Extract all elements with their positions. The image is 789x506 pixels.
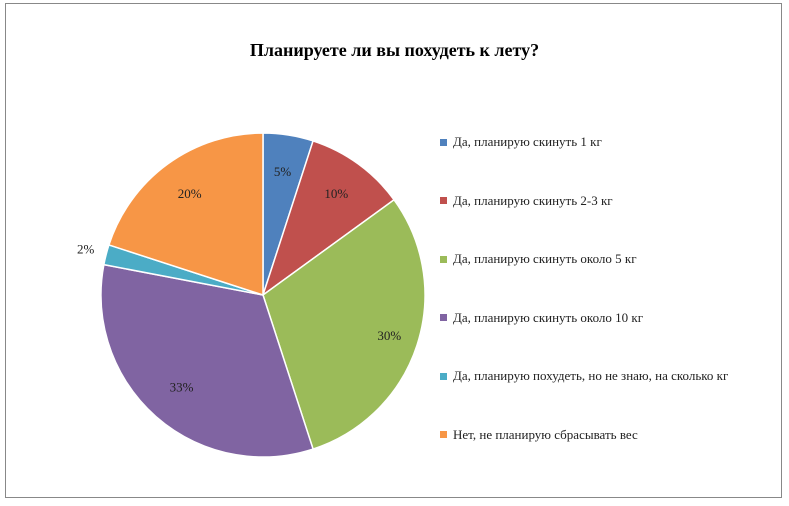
legend-label-1: Да, планирую скинуть 2-3 кг: [453, 192, 613, 208]
legend-label-5: Нет, не планирую сбрасывать вес: [453, 426, 638, 442]
slice-value-label-5: 20%: [178, 186, 202, 201]
slice-value-label-1: 10%: [324, 186, 348, 201]
legend-swatch-5: [440, 431, 447, 438]
slice-value-label-2: 30%: [377, 328, 401, 343]
legend-label-4: Да, планирую похудеть, но не знаю, на ск…: [453, 368, 729, 383]
slice-value-label-0: 5%: [274, 164, 292, 179]
legend-item-4: Да, планирую похудеть, но не знаю, на ск…: [440, 367, 728, 385]
legend-swatch-4: [440, 372, 447, 380]
legend-swatch-3: [440, 314, 447, 321]
legend-item-1: Да, планирую скинуть 2-3 кг: [440, 192, 613, 210]
legend-item-2: Да, планирую скинуть около 5 кг: [440, 250, 637, 268]
pie-slice-5: [107, 132, 264, 297]
pie-slice-3: [100, 263, 315, 458]
legend-swatch-0: [440, 138, 447, 146]
chart-title: Планируете ли вы похудеть к лету?: [249, 40, 540, 60]
slice-value-label-3: 33%: [170, 379, 194, 394]
legend-label-0: Да, планирую скинуть 1 кг: [453, 134, 602, 149]
legend-item-5: Нет, не планирую сбрасывать вес: [440, 426, 638, 444]
legend-swatch-2: [440, 255, 447, 263]
slice-value-label-4: 2%: [77, 241, 95, 256]
pie-slice-1: [261, 139, 396, 297]
legend-swatch-1: [440, 197, 447, 204]
legend-label-3: Да, планирую скинуть около 10 кг: [453, 309, 644, 325]
legend-label-2: Да, планирую скинуть около 5 кг: [453, 251, 637, 266]
legend-item-0: Да, планирую скинуть 1 кг: [440, 133, 602, 151]
pie-slice-2: [262, 198, 426, 451]
legend-item-3: Да, планирую скинуть около 10 кг: [440, 309, 643, 327]
